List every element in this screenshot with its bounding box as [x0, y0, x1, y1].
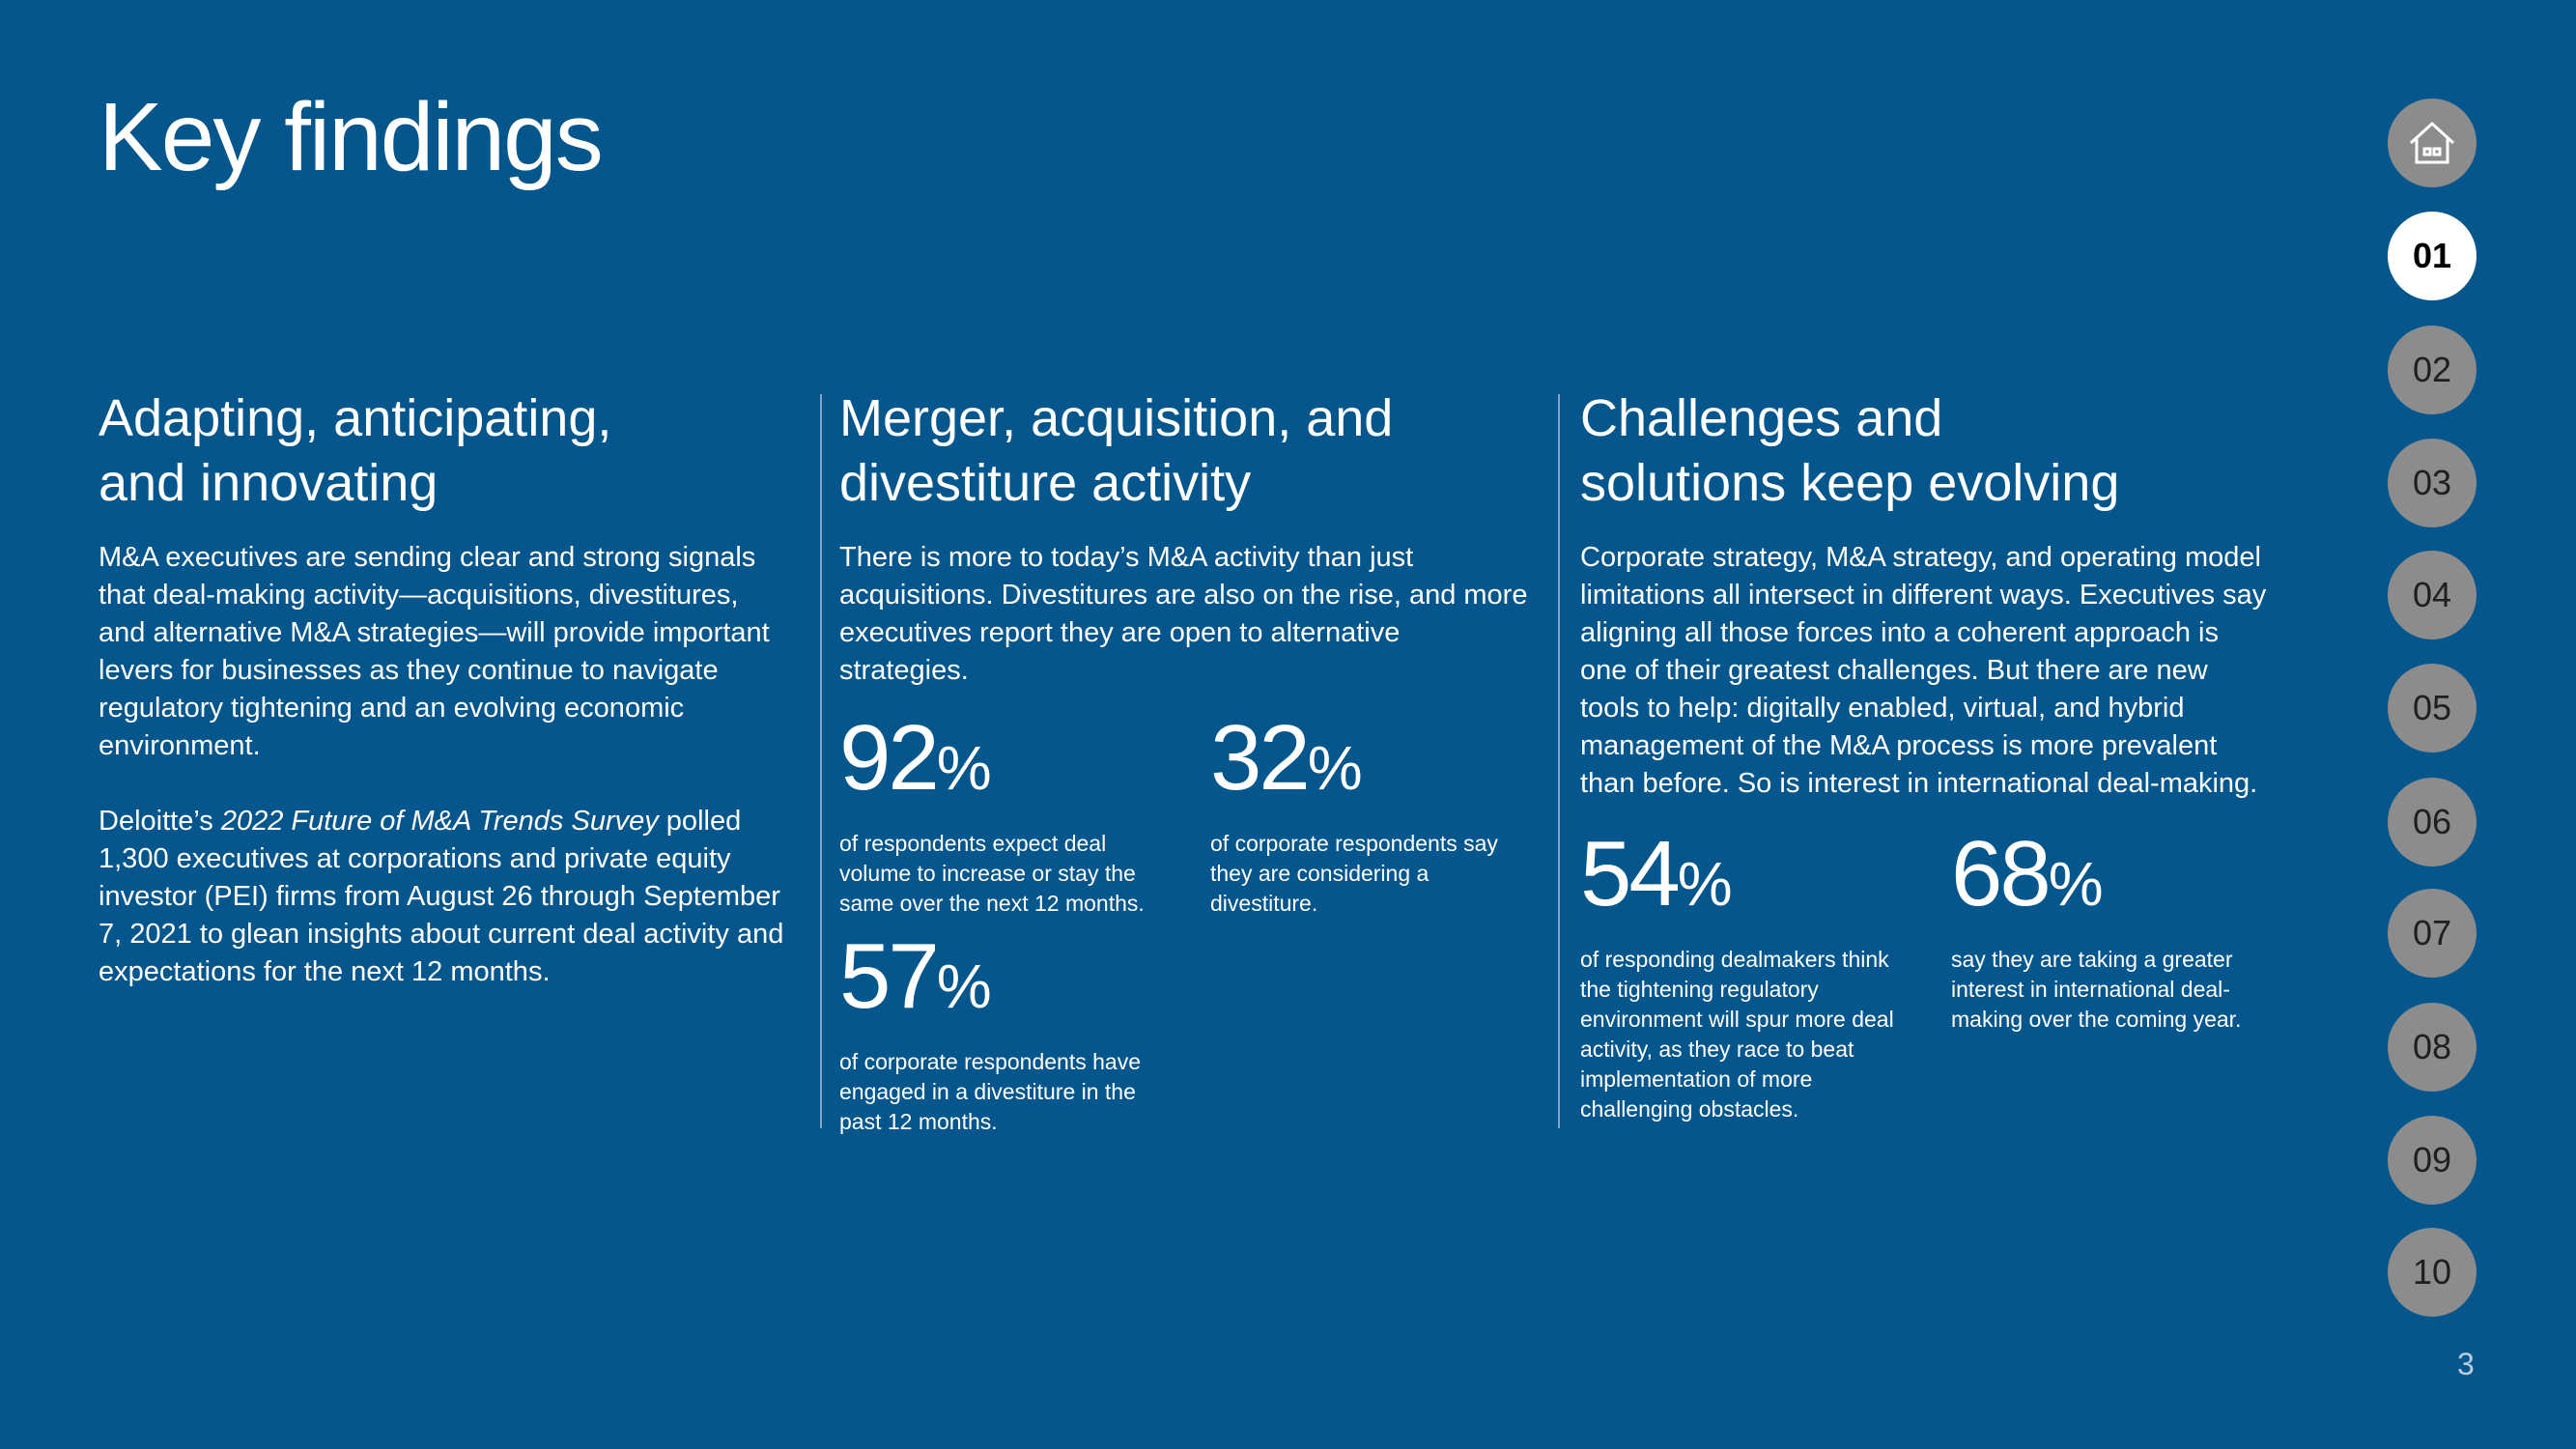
- nav-item[interactable]: 04: [2388, 551, 2477, 639]
- paragraph: Deloitte’s 2022 Future of M&A Trends Sur…: [99, 803, 789, 991]
- nav-item[interactable]: 01: [2388, 212, 2477, 300]
- stat-number: 68: [1951, 822, 2052, 925]
- nav-item[interactable]: 05: [2388, 664, 2477, 753]
- column-heading: Adapting, anticipating, and innovating: [99, 386, 789, 516]
- stat-number: 57: [839, 924, 940, 1028]
- column-heading: Merger, acquisition, and divestiture acti…: [839, 386, 1530, 516]
- survey-name: 2022 Future of M&A Trends Survey: [220, 806, 659, 837]
- stat-unit: %: [936, 952, 992, 1021]
- text: polled 1,300 executives at corporations …: [99, 806, 784, 987]
- nav-item[interactable]: 10: [2388, 1228, 2477, 1317]
- text: There is more to today’s M&A activity th…: [839, 542, 1528, 686]
- heading-line: Challenges and: [1580, 389, 1943, 447]
- paragraph: There is more to today’s M&A activity th…: [839, 539, 1530, 690]
- paragraph: Corporate strategy, M&A strategy, and op…: [1580, 539, 2271, 803]
- stat-unit: %: [1677, 849, 1733, 919]
- stat: 32% of corporate respondents say they are…: [1210, 705, 1539, 919]
- stat-text: of responding dealmakers think the tight…: [1580, 947, 1894, 1122]
- paragraph: M&A executives are sending clear and str…: [99, 539, 789, 765]
- nav-item[interactable]: 08: [2388, 1003, 2477, 1092]
- nav-item[interactable]: 09: [2388, 1116, 2477, 1205]
- stat-text: of respondents expect deal volume to inc…: [839, 831, 1145, 916]
- stat: 68% say they are taking a greater interes…: [1951, 821, 2279, 1035]
- stat-unit: %: [936, 733, 992, 803]
- stat: 92% of respondents expect deal volume to …: [839, 705, 1168, 919]
- heading-line: Adapting, anticipating,: [99, 389, 612, 447]
- stat-number: 92: [839, 706, 940, 810]
- nav-item[interactable]: 06: [2388, 778, 2477, 867]
- column: Adapting, anticipating, and innovating M&…: [99, 386, 789, 1029]
- page-number: 3: [2457, 1347, 2475, 1381]
- stat-unit: %: [1307, 733, 1363, 803]
- home-icon: [2409, 121, 2455, 164]
- text: Corporate strategy, M&A strategy, and op…: [1580, 542, 2267, 799]
- column: Merger, acquisition, and divestiture acti…: [839, 386, 1530, 727]
- column: Challenges and solutions keep evolving Co…: [1580, 386, 2271, 840]
- heading-line: divestiture activity: [839, 454, 1252, 512]
- page-title: Key findings: [99, 83, 604, 191]
- stat: 54% of responding dealmakers think the ti…: [1580, 821, 1909, 1124]
- heading-line: solutions keep evolving: [1580, 454, 2120, 512]
- nav-item[interactable]: 03: [2388, 439, 2477, 527]
- nav-item[interactable]: 07: [2388, 889, 2477, 978]
- divider: [1558, 394, 1560, 1128]
- stat-unit: %: [2048, 849, 2104, 919]
- heading-line: Merger, acquisition, and: [839, 389, 1394, 447]
- nav-item[interactable]: 02: [2388, 326, 2477, 414]
- column-heading: Challenges and solutions keep evolving: [1580, 386, 2271, 516]
- stat-text: say they are taking a greater interest i…: [1951, 947, 2242, 1032]
- home-button[interactable]: [2388, 99, 2477, 187]
- stat-text: of corporate respondents have engaged in…: [839, 1049, 1141, 1134]
- text: M&A executives are sending clear and str…: [99, 542, 770, 761]
- stat-text: of corporate respondents say they are co…: [1210, 831, 1498, 916]
- stat-number: 32: [1210, 706, 1311, 810]
- stat-number: 54: [1580, 822, 1681, 925]
- text: Deloitte’s: [99, 806, 221, 837]
- divider: [820, 394, 822, 1128]
- heading-line: and innovating: [99, 454, 439, 512]
- stat: 57% of corporate respondents have engaged…: [839, 923, 1168, 1137]
